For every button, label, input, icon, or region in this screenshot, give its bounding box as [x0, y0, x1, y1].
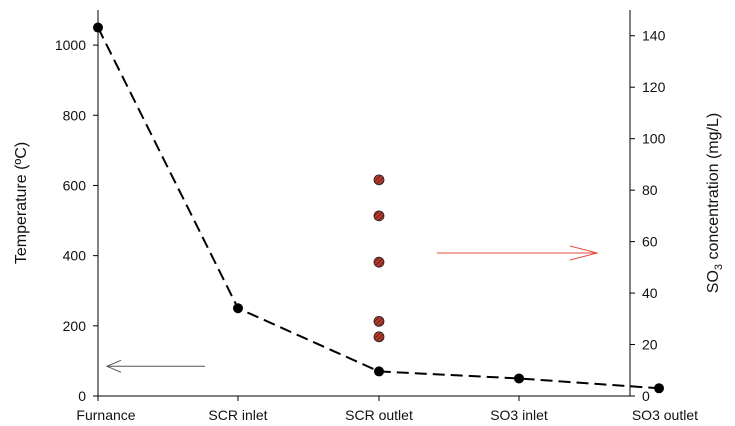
right-axis-title-subscript: 3	[713, 264, 725, 270]
so3-point	[373, 256, 385, 268]
right-tick-label: 20	[642, 337, 658, 353]
right-tick-label: 40	[642, 285, 658, 301]
left-tick-label: 800	[63, 107, 87, 123]
x-axis-ticks: Furnance SCR inlet SCR outlet SO3 inlet SO3 …	[76, 396, 698, 423]
so3-point	[373, 210, 385, 222]
series-so3-concentration	[373, 174, 385, 343]
left-tick-label: 200	[63, 318, 87, 334]
left-tick-label: 0	[78, 388, 86, 404]
left-axis-ticks: 0 200 400 600 800 1000	[55, 37, 98, 404]
temperature-point	[93, 22, 103, 33]
left-pointing-arrow-head	[105, 359, 122, 373]
right-pointing-arrow-head	[569, 245, 599, 261]
right-tick-label: 120	[642, 79, 666, 95]
x-tick-label: SCR inlet	[208, 407, 267, 423]
left-axis-title: Temperature (ºC)	[13, 142, 30, 264]
right-axis-title: SO3 concentration (mg/L)	[705, 113, 725, 293]
left-tick-label: 600	[63, 177, 87, 193]
temperature-point	[514, 373, 524, 384]
right-tick-label: 140	[642, 28, 666, 44]
x-tick-label: SCR outlet	[345, 407, 413, 423]
right-tick-label: 0	[642, 388, 650, 404]
x-tick-label: SO3 inlet	[490, 407, 548, 423]
so3-point	[373, 174, 385, 186]
temperature-point	[374, 366, 384, 377]
temperature-point	[654, 383, 664, 394]
axes-frame	[97, 10, 631, 397]
x-tick-label: Furnance	[76, 407, 135, 423]
so3-point	[373, 331, 385, 343]
left-tick-label: 1000	[55, 37, 86, 53]
right-tick-label: 80	[642, 182, 658, 198]
temperature-point	[233, 303, 243, 314]
annotations	[105, 245, 599, 373]
right-axis-ticks: 0 20 40 60 80 100 120 140	[630, 28, 666, 404]
left-tick-label: 400	[63, 248, 87, 264]
right-tick-label: 100	[642, 131, 666, 147]
x-tick-label: SO3 outlet	[632, 407, 698, 423]
so3-point	[373, 315, 385, 327]
right-tick-label: 60	[642, 234, 658, 250]
series-temperature	[93, 22, 664, 394]
